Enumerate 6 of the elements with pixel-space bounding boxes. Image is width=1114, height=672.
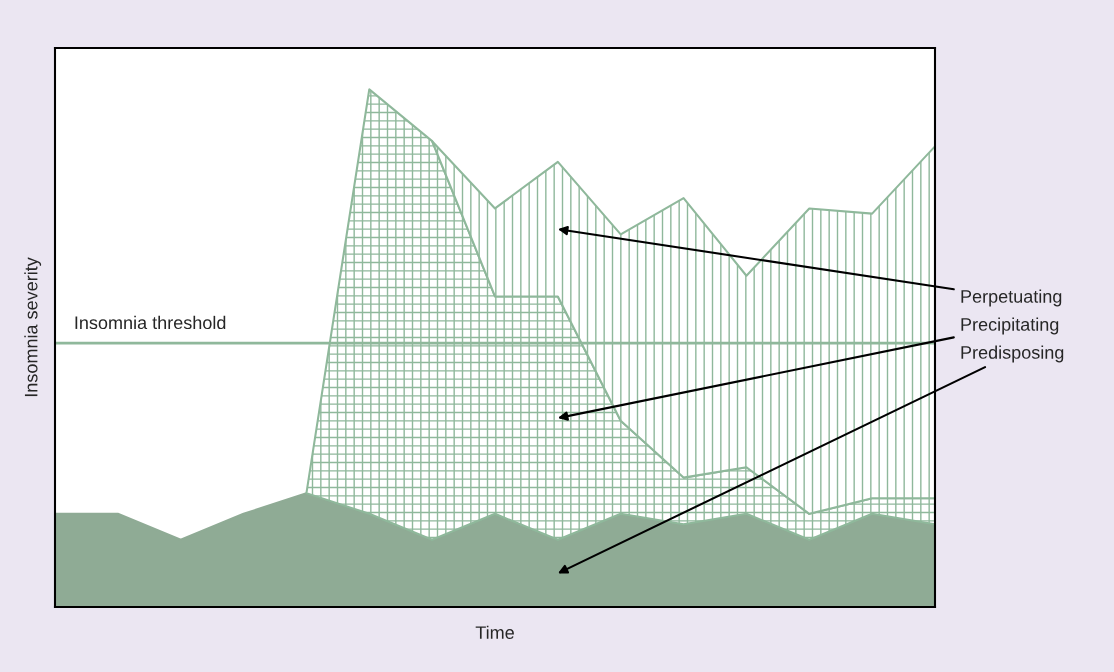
text: Precipitating [961,317,1059,335]
ref-line-label: Insomnia threshold [75,315,226,330]
text: Predisposing [961,345,1064,363]
y-axis-title: Insomnia severity [24,257,42,397]
series-label: Perpetuating [961,289,1062,307]
x-axis-title: Time [475,625,514,640]
